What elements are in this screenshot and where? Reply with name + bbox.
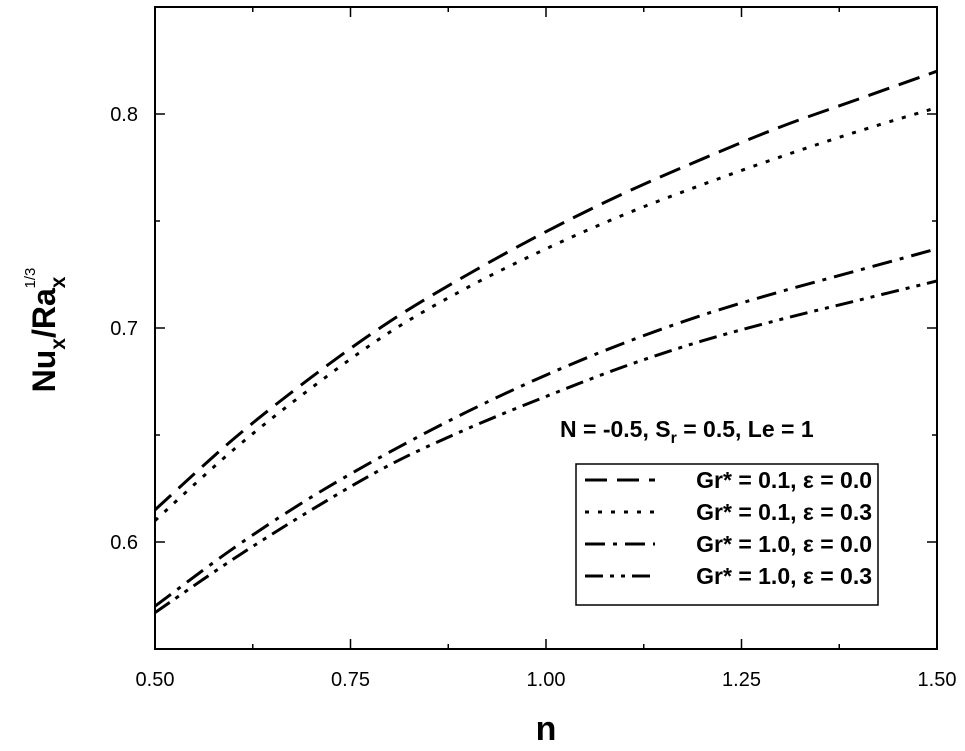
- series-lines: [153, 69, 938, 614]
- y-tick-label: 0.7: [110, 318, 138, 340]
- x-tick-label: 1.25: [722, 669, 761, 691]
- y-axis-title-mid: /Ra: [26, 288, 62, 338]
- legend-label-2: Gr* = 0.1, ε = 0.3: [696, 499, 872, 525]
- y-axis-title: Nux/Rax1/3: [22, 268, 70, 393]
- legend-label-1: Gr* = 0.1, ε = 0.0: [696, 467, 872, 493]
- legend-label-4: Gr* = 1.0, ε = 0.3: [696, 563, 872, 589]
- y-axis-title-sup: 1/3: [22, 268, 39, 289]
- x-tick-labels: 0.50 0.75 1.00 1.25 1.50: [136, 669, 957, 691]
- y-tick-labels: 0.6 0.7 0.8: [110, 104, 138, 554]
- y-axis-title-main: Nu: [26, 350, 62, 393]
- y-tick-label: 0.8: [110, 104, 138, 126]
- series-line-4: [154, 279, 938, 614]
- annotation-text: N = -0.5, Sr = 0.5, Le = 1: [560, 416, 814, 447]
- y-tick-label: 0.6: [110, 532, 138, 554]
- x-tick-label: 0.75: [331, 669, 370, 691]
- x-tick-label: 1.00: [527, 669, 566, 691]
- series-line-2: [153, 106, 938, 522]
- x-tick-label: 1.50: [918, 669, 957, 691]
- series-line-3: [154, 247, 938, 608]
- axis-ticks: [154, 6, 938, 650]
- y-axis-title-sub1: x: [47, 338, 70, 350]
- legend: Gr* = 0.1, ε = 0.0 Gr* = 0.1, ε = 0.3 Gr* …: [575, 463, 879, 606]
- legend-label-3: Gr* = 1.0, ε = 0.0: [696, 531, 872, 557]
- legend-box: [575, 463, 879, 606]
- x-tick-label: 0.50: [136, 669, 175, 691]
- series-line-1: [153, 69, 938, 512]
- y-axis-title-sub2: x: [47, 276, 70, 288]
- x-axis-title: n: [536, 710, 557, 748]
